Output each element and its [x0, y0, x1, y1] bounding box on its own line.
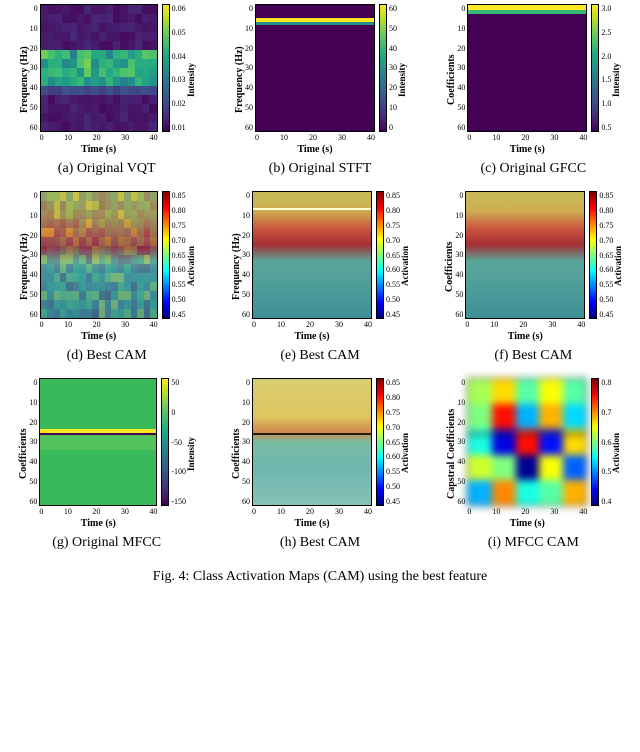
panel-h: Coefficients0102030405060010203040 Time (…	[217, 378, 422, 561]
panel-caption: (f) Best CAM	[494, 348, 572, 364]
xlabel: Time (s)	[252, 331, 372, 342]
panel-caption: (d) Best CAM	[67, 348, 147, 364]
yticks: 0102030405060	[29, 378, 39, 506]
xlabel: Time (s)	[255, 144, 375, 155]
yticks: 0102030405060	[245, 4, 255, 132]
ylabel: Frequency (Hz)	[17, 191, 30, 342]
colorbar-d: 0.850.800.750.700.650.600.550.500.45Acti…	[162, 191, 197, 342]
heatmap-d	[40, 191, 158, 319]
panel-caption: (a) Original VQT	[58, 161, 156, 177]
heatmap-f	[465, 191, 585, 319]
xlabel: Time (s)	[252, 518, 372, 529]
panel-caption: (h) Best CAM	[280, 535, 360, 551]
panel-a: Frequency (Hz)0102030405060010203040 Time…	[4, 4, 209, 187]
colorbar-g: 500-50-100-150Intensity	[161, 378, 197, 529]
colorbar-c: 3.02.52.01.51.00.5Intensity	[591, 4, 622, 155]
colorbar-b: 6050403020100Intensity	[379, 4, 408, 155]
xticks: 010203040	[467, 506, 587, 516]
heatmap-c	[467, 4, 587, 132]
xticks: 010203040	[40, 132, 158, 142]
panel-d: Frequency (Hz)0102030405060010203040 Time…	[4, 191, 209, 374]
figure-grid: Frequency (Hz)0102030405060010203040Time…	[0, 0, 640, 565]
ylabel: Coefficients	[442, 191, 455, 342]
yticks: 0102030405060	[242, 378, 252, 506]
yticks: 0102030405060	[457, 4, 467, 132]
ylabel: Frequency (Hz)	[229, 191, 242, 342]
xticks: 010203040	[39, 506, 157, 516]
heatmap-a	[40, 4, 158, 132]
panel-caption: (e) Best CAM	[280, 348, 359, 364]
panel-i: Capstral Coefficients0102030405060010203…	[431, 378, 636, 561]
ylabel: Coefficients	[16, 378, 29, 529]
colorbar-f: 0.850.800.750.700.650.600.550.500.45Acti…	[589, 191, 624, 342]
yticks: 0102030405060	[457, 378, 467, 506]
yticks: 0102030405060	[455, 191, 465, 319]
xticks: 010203040	[255, 132, 375, 142]
figure-caption: Fig. 4: Class Activation Maps (CAM) usin…	[0, 565, 640, 587]
xticks: 010203040	[252, 319, 372, 329]
xticks: 010203040	[252, 506, 372, 516]
xlabel: Time (s)	[467, 144, 587, 155]
yticks: 0102030405060	[30, 4, 40, 132]
heatmap-g	[39, 378, 157, 506]
yticks: 0102030405060	[242, 191, 252, 319]
panel-caption: (g) Original MFCC	[52, 535, 161, 551]
panel-caption: (c) Original GFCC	[480, 161, 586, 177]
heatmap-e	[252, 191, 372, 319]
xticks: 010203040	[40, 319, 158, 329]
xticks: 010203040	[465, 319, 585, 329]
yticks: 0102030405060	[30, 191, 40, 319]
panel-c: Coefficients0102030405060010203040 Time (…	[431, 4, 636, 187]
panel-caption: (b) Original STFT	[269, 161, 372, 177]
xlabel: Time (s)	[467, 518, 587, 529]
xticks: 010203040	[467, 132, 587, 142]
panel-f: Coefficients0102030405060010203040 Time (…	[431, 191, 636, 374]
panel-caption: (i) MFCC CAM	[488, 535, 579, 551]
xlabel: Time (s)	[40, 144, 158, 155]
colorbar-i: 0.80.70.60.50.4Activation	[591, 378, 622, 529]
colorbar-e: 0.850.800.750.700.650.600.550.500.45Acti…	[376, 191, 411, 342]
heatmap-i	[467, 378, 587, 506]
xlabel: Time (s)	[40, 331, 158, 342]
colorbar-a: 0.060.050.040.030.020.01Intensity	[162, 4, 197, 155]
ylabel: Coefficients	[229, 378, 242, 529]
panel-e: Frequency (Hz)0102030405060010203040 Time…	[217, 191, 422, 374]
heatmap-h	[252, 378, 372, 506]
ylabel: Frequency (Hz)	[17, 4, 30, 155]
panel-b: Frequency (Hz)0102030405060010203040 Time…	[217, 4, 422, 187]
xlabel: Time (s)	[465, 331, 585, 342]
ylabel: Coefficients	[444, 4, 457, 155]
heatmap-b	[255, 4, 375, 132]
panel-g: Coefficients0102030405060010203040 Time (…	[4, 378, 209, 561]
colorbar-h: 0.850.800.750.700.650.600.550.500.45Acti…	[376, 378, 411, 529]
ylabel: Frequency (Hz)	[232, 4, 245, 155]
xlabel: Time (s)	[39, 518, 157, 529]
ylabel: Capstral Coefficients	[444, 378, 457, 529]
